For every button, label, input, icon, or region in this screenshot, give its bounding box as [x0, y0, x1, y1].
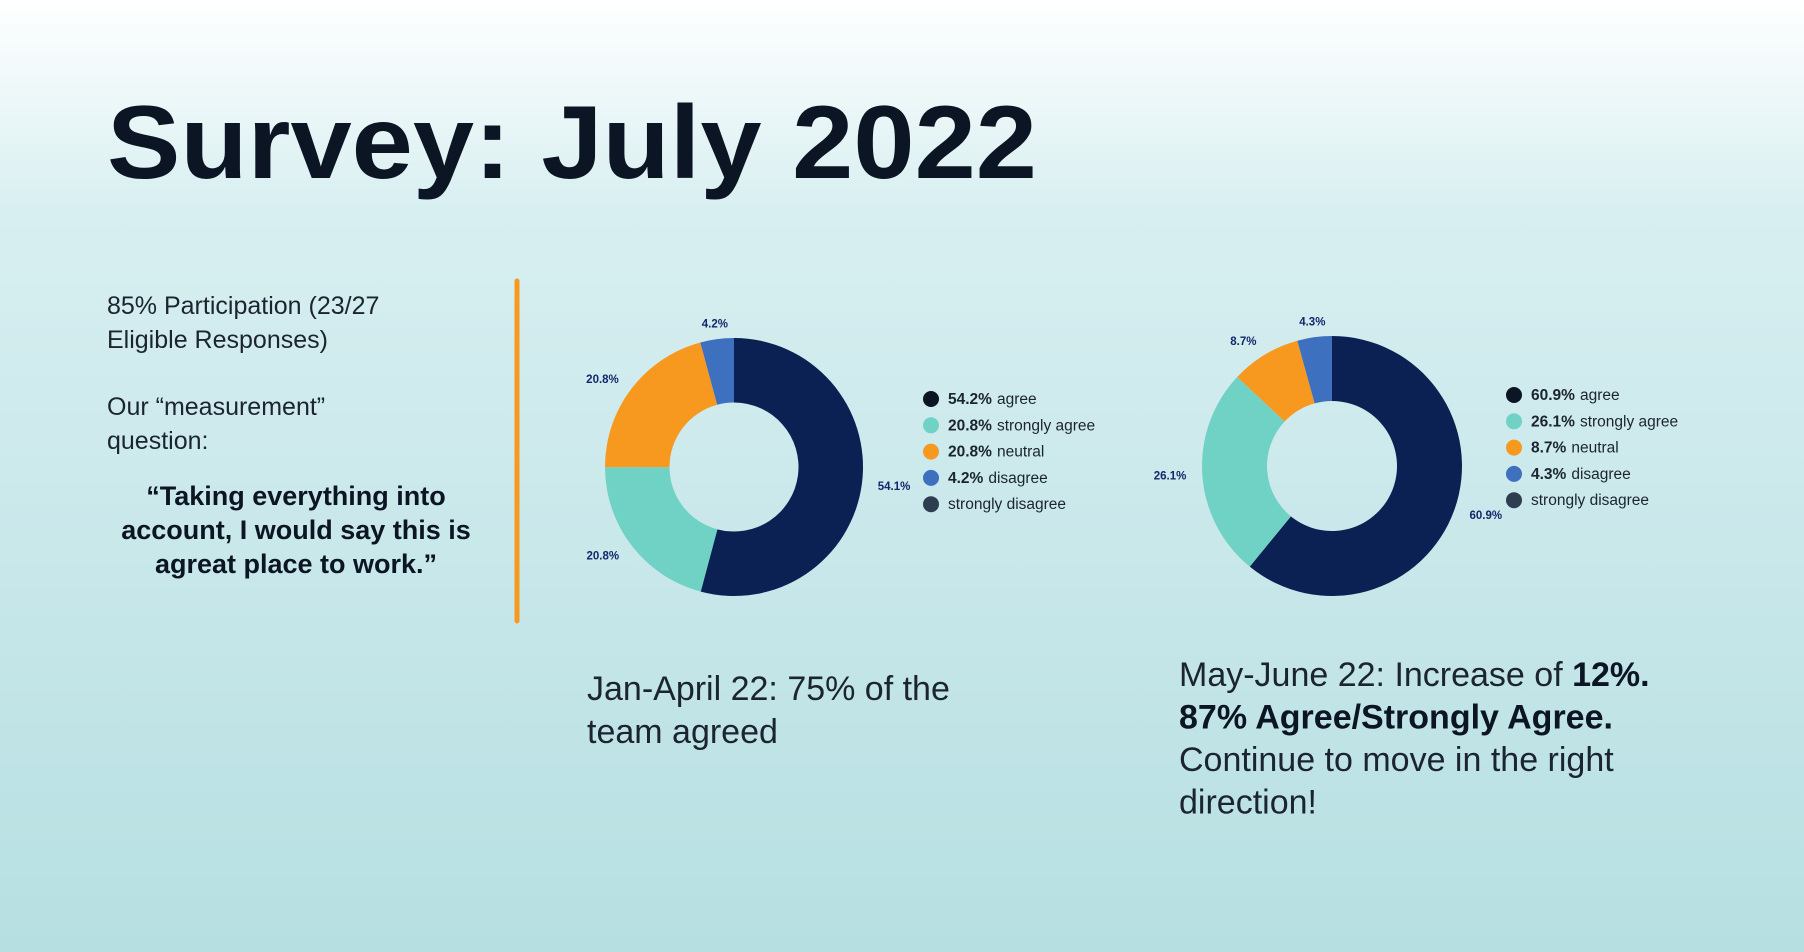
- donut-slice: [605, 342, 718, 468]
- legend-name: disagree: [1571, 466, 1630, 483]
- legend-entry: 20.8% neutral: [948, 444, 1044, 461]
- donut-slice: [700, 338, 734, 405]
- legend-entry: strongly disagree: [948, 496, 1066, 513]
- caption-part: 12%.: [1572, 656, 1650, 694]
- chart-caption: Jan-April 22: 75% of the: [587, 670, 950, 708]
- legend-name: strongly agree: [997, 417, 1095, 434]
- legend-name: neutral: [997, 444, 1044, 461]
- legend-name: disagree: [988, 470, 1047, 487]
- legend-entry: 26.1% strongly agree: [1531, 413, 1678, 430]
- legend-entry: 54.2% agree: [948, 391, 1037, 408]
- legend-name: neutral: [1571, 440, 1618, 457]
- legend-swatch: [923, 443, 939, 460]
- donut-slice: [1249, 336, 1462, 597]
- caption-part: Continue to move in the right: [1179, 741, 1614, 779]
- caption-part: May-June 22: Increase of: [1179, 656, 1572, 694]
- donut-slice: [700, 338, 864, 597]
- caption-part: team agreed: [587, 713, 778, 751]
- donut-slice: [1201, 377, 1291, 567]
- legend-name: strongly agree: [1580, 413, 1678, 430]
- question-intro: question:: [107, 427, 208, 455]
- legend-entry: 60.9% agree: [1531, 387, 1620, 404]
- legend-swatch: [1506, 492, 1522, 509]
- donut-slice: [605, 467, 718, 592]
- legend-swatch: [1506, 465, 1522, 482]
- quote-line: “Taking everything into: [146, 481, 446, 511]
- legend-value: 60.9%: [1531, 387, 1575, 404]
- donut-chart: 60.9% 60.9% agree 26.1% 26.1% strongly agree 8…: [1154, 316, 1678, 597]
- legend-entry: 4.3% disagree: [1531, 466, 1631, 483]
- slice-label: 4.3%: [1299, 316, 1325, 328]
- legend-name: agree: [1580, 387, 1620, 404]
- legend-value: 54.2%: [948, 391, 992, 408]
- slice-label: 26.1%: [1154, 471, 1187, 483]
- legend-entry: 8.7% neutral: [1531, 440, 1619, 457]
- legend-value: 4.3%: [1531, 466, 1567, 483]
- legend-entry: 4.2% disagree: [948, 470, 1048, 487]
- legend-swatch: [1506, 387, 1522, 403]
- question-intro: Our “measurement”: [107, 393, 325, 421]
- donut-slice: [1237, 340, 1315, 422]
- legend-entry: strongly disagree: [1531, 492, 1649, 509]
- participation-text: 85% Participation (23/27: [107, 292, 379, 320]
- legend-swatch: [923, 496, 939, 513]
- slice-label: 54.1%: [878, 481, 911, 493]
- slice-label: 4.2%: [702, 318, 728, 330]
- slice-label: 20.8%: [586, 374, 619, 386]
- legend-swatch: [923, 417, 939, 434]
- chart-caption: 87% Agree/Strongly Agree.: [1179, 699, 1613, 737]
- chart-caption: team agreed: [587, 713, 778, 751]
- donut-slice: [1297, 336, 1332, 404]
- slide-title: Survey: July 2022: [107, 85, 1037, 201]
- chart-caption: May-June 22: Increase of 12%.: [1179, 656, 1650, 694]
- legend-swatch: [923, 391, 939, 407]
- participation-text: Eligible Responses): [107, 326, 328, 354]
- chart-caption: Continue to move in the right: [1179, 741, 1614, 779]
- legend-value: 8.7%: [1531, 440, 1567, 457]
- legend-swatch: [1506, 413, 1522, 430]
- legend-swatch: [923, 469, 939, 486]
- slice-label: 60.9%: [1470, 510, 1503, 522]
- legend-name: agree: [997, 391, 1037, 408]
- legend-value: 20.8%: [948, 417, 992, 434]
- slice-label: 20.8%: [586, 550, 619, 562]
- caption-part: direction!: [1179, 784, 1317, 822]
- legend-value: 4.2%: [948, 470, 984, 487]
- legend-value: 20.8%: [948, 444, 992, 461]
- legend-name: strongly disagree: [948, 496, 1066, 513]
- caption-part: Jan-April 22: 75% of the: [587, 670, 950, 708]
- quote-line: account, I would say this is: [121, 515, 471, 545]
- caption-part: 87% Agree/Strongly Agree.: [1179, 699, 1613, 737]
- legend-value: 26.1%: [1531, 413, 1575, 430]
- slice-label: 8.7%: [1230, 336, 1256, 348]
- legend-swatch: [1506, 439, 1522, 456]
- quote-line: agreat place to work.”: [155, 549, 437, 579]
- legend-entry: 20.8% strongly agree: [948, 417, 1095, 434]
- chart-caption: direction!: [1179, 784, 1317, 822]
- legend-name: strongly disagree: [1531, 492, 1649, 509]
